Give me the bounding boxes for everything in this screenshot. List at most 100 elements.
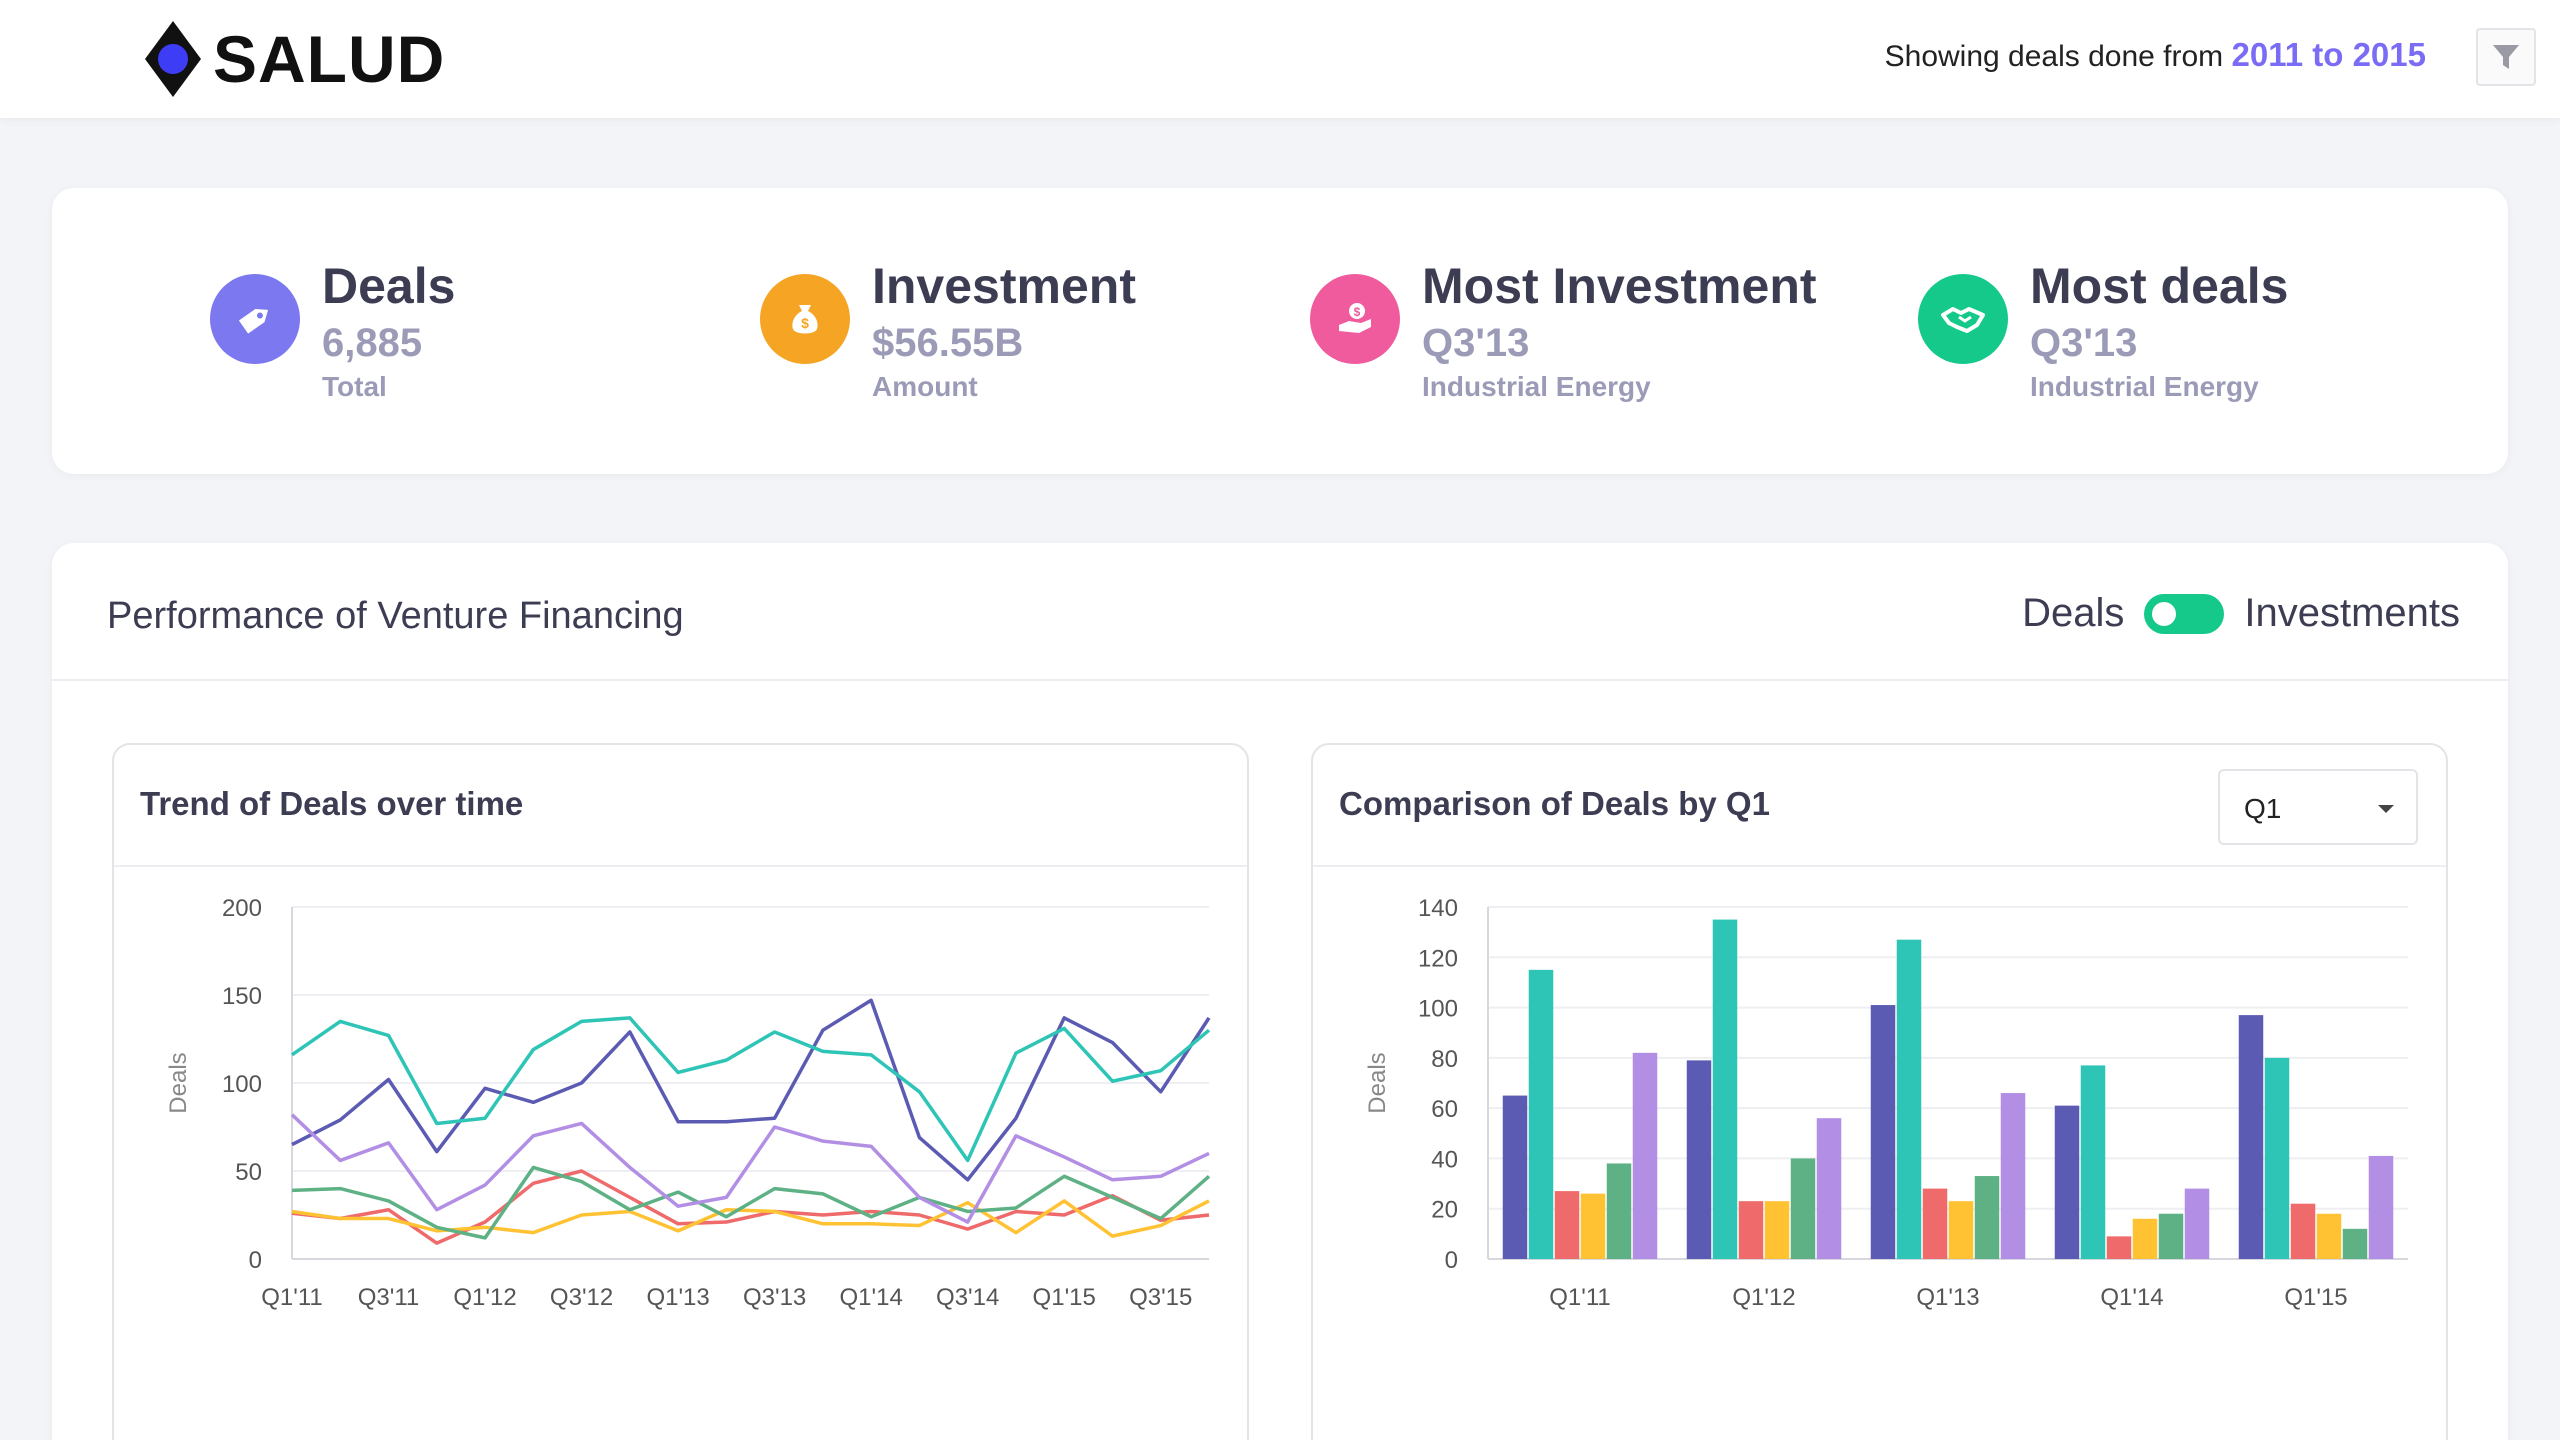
- svg-text:$: $: [1354, 305, 1361, 319]
- date-range-value[interactable]: 2011 to 2015: [2231, 36, 2427, 73]
- bar[interactable]: [1870, 1005, 1896, 1259]
- bar[interactable]: [1554, 1191, 1580, 1259]
- bar[interactable]: [1896, 939, 1922, 1259]
- y-axis-label: Deals: [1364, 1052, 1391, 1113]
- bar[interactable]: [1974, 1176, 2000, 1259]
- bar[interactable]: [1502, 1095, 1528, 1259]
- performance-title: Performance of Venture Financing: [107, 595, 684, 637]
- y-tick-label: 80: [1431, 1046, 1458, 1073]
- y-tick-label: 200: [222, 895, 262, 922]
- y-tick-label: 100: [1418, 996, 1458, 1023]
- y-tick-label: 20: [1431, 1197, 1458, 1224]
- bar[interactable]: [1790, 1158, 1816, 1259]
- toggle-label-investments[interactable]: Investments: [2244, 591, 2460, 635]
- bar[interactable]: [1606, 1163, 1632, 1259]
- kpi-most-investment: $ Most Investment Q3'13 Industrial Energ…: [1310, 258, 1817, 402]
- bar[interactable]: [2000, 1093, 2026, 1259]
- x-tick-label: Q1'12: [453, 1284, 516, 1311]
- bar[interactable]: [1632, 1052, 1658, 1259]
- bar[interactable]: [1528, 969, 1554, 1259]
- y-tick-label: 50: [235, 1159, 262, 1186]
- x-tick-label: Q3'11: [358, 1284, 420, 1311]
- divider: [1313, 865, 2446, 867]
- svg-text:$: $: [801, 315, 809, 331]
- bar[interactable]: [2264, 1057, 2290, 1259]
- bar[interactable]: [2290, 1203, 2316, 1259]
- metric-toggle-group: Deals Investments: [2022, 591, 2460, 636]
- kpi-subtitle: Total: [322, 371, 387, 402]
- performance-card: Performance of Venture Financing Deals I…: [52, 543, 2508, 1440]
- bar[interactable]: [2054, 1105, 2080, 1259]
- bar[interactable]: [2342, 1228, 2368, 1259]
- bar[interactable]: [1686, 1060, 1712, 1259]
- top-bar: SALUD Showing deals done from 2011 to 20…: [0, 0, 2560, 118]
- x-tick-label: Q1'11: [261, 1284, 323, 1311]
- bar[interactable]: [2238, 1015, 2264, 1259]
- kpi-most-deals: Most deals Q3'13 Industrial Energy: [1918, 258, 2288, 402]
- quarter-select[interactable]: Q1: [2218, 769, 2418, 845]
- divider: [114, 865, 1247, 867]
- x-tick-label: Q1'13: [1916, 1284, 1979, 1311]
- bar[interactable]: [1948, 1201, 1974, 1259]
- bar[interactable]: [1580, 1193, 1606, 1259]
- kpi-title: Investment: [872, 258, 1136, 314]
- line-series-5[interactable]: [291, 1165, 1211, 1240]
- line-series-2[interactable]: [291, 1016, 1211, 1163]
- money-bag-icon: $: [760, 274, 850, 364]
- quarter-select-value: Q1: [2244, 793, 2282, 824]
- bar[interactable]: [2106, 1236, 2132, 1259]
- kpi-deals: Deals 6,885 Total: [210, 258, 455, 402]
- kpi-summary-card: Deals 6,885 Total $ Investment $56.55B A…: [52, 188, 2508, 474]
- kpi-value: 6,885: [322, 321, 423, 365]
- bar[interactable]: [1816, 1118, 1842, 1259]
- logo-text: SALUD: [213, 22, 446, 96]
- x-tick-label: Q3'14: [936, 1284, 999, 1311]
- logo[interactable]: SALUD: [143, 18, 445, 100]
- bar[interactable]: [2132, 1218, 2158, 1259]
- bar[interactable]: [2080, 1065, 2106, 1259]
- deals-investments-toggle[interactable]: [2144, 593, 2225, 634]
- y-tick-label: 120: [1418, 945, 1458, 972]
- comparison-panel-title: Comparison of Deals by Q1: [1339, 785, 1770, 822]
- bar[interactable]: [2368, 1155, 2394, 1259]
- bar[interactable]: [1738, 1201, 1764, 1259]
- filter-icon: [2493, 45, 2519, 69]
- y-tick-label: 150: [222, 983, 262, 1010]
- toggle-knob: [2152, 601, 2177, 626]
- x-tick-label: Q3'15: [1129, 1284, 1192, 1311]
- kpi-title: Deals: [322, 258, 456, 314]
- kpi-value: Q3'13: [1422, 321, 1530, 365]
- y-tick-label: 0: [1445, 1247, 1458, 1274]
- y-tick-label: 140: [1418, 895, 1458, 922]
- date-range-prefix: Showing deals done from: [1884, 40, 2232, 73]
- filter-button[interactable]: [2476, 28, 2536, 86]
- date-range-text: Showing deals done from 2011 to 2015: [1885, 36, 2426, 74]
- line-series-3[interactable]: [291, 1169, 1210, 1245]
- x-tick-label: Q1'14: [840, 1284, 903, 1311]
- kpi-value: $56.55B: [872, 321, 1024, 365]
- bar[interactable]: [2316, 1213, 2342, 1259]
- trend-panel: Trend of Deals over time 0 50 100 150 200 Dea…: [112, 743, 1249, 1440]
- y-tick-label: 100: [222, 1071, 262, 1098]
- comparison-panel: Comparison of Deals by Q1 Q1 0 20 40 60 80 10…: [1311, 743, 2448, 1440]
- bar[interactable]: [2158, 1213, 2184, 1259]
- kpi-investment: $ Investment $56.55B Amount: [760, 258, 1136, 402]
- y-tick-label: 0: [249, 1247, 262, 1274]
- x-tick-label: Q1'14: [2100, 1284, 2163, 1311]
- line-series-6[interactable]: [290, 1113, 1210, 1224]
- bar[interactable]: [1922, 1188, 1948, 1259]
- x-tick-label: Q1'12: [1732, 1284, 1795, 1311]
- bar[interactable]: [1764, 1201, 1790, 1259]
- bar[interactable]: [2184, 1188, 2210, 1259]
- hand-coin-icon: $: [1310, 274, 1400, 364]
- bar[interactable]: [1712, 919, 1738, 1259]
- y-tick-label: 40: [1431, 1146, 1458, 1173]
- x-tick-label: Q3'12: [550, 1284, 613, 1311]
- line-series-1[interactable]: [291, 998, 1211, 1182]
- toggle-label-deals[interactable]: Deals: [2022, 591, 2125, 635]
- x-tick-label: Q1'15: [1033, 1284, 1096, 1311]
- comparison-bar-chart: 0 20 40 60 80 100 120 140 Deals Q1'11 Q1'12 Q1'13 Q1…: [1364, 895, 2408, 1311]
- divider: [52, 679, 2508, 681]
- x-tick-label: Q3'13: [743, 1284, 806, 1311]
- handshake-icon: [1918, 274, 2008, 364]
